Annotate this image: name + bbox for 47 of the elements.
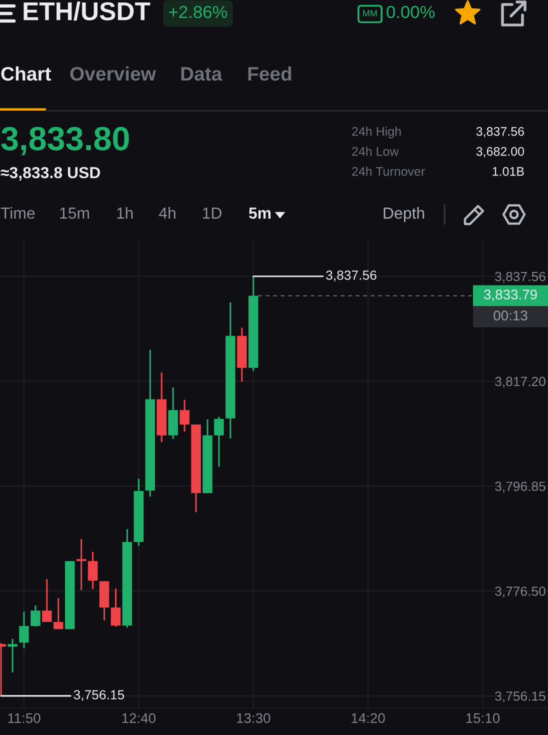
text: Overview [70, 66, 156, 81]
text: 24h Turnover [352, 166, 425, 176]
candlestick [110, 588, 121, 628]
text: Feed [248, 66, 292, 81]
text: 3,682.00 [476, 147, 524, 158]
y-tick-label: 3,796.85 [495, 482, 546, 493]
candlestick [88, 551, 98, 590]
candlestick [54, 597, 64, 630]
text: 1h [117, 207, 133, 219]
x-tick-label: 12:40 [122, 713, 156, 724]
text: Depth [384, 207, 424, 222]
text: 5m [248, 208, 271, 219]
candlestick [30, 604, 40, 628]
annotation: 00:13 [494, 310, 528, 320]
y-tick-label: 3,756.15 [495, 691, 546, 702]
text: Data [181, 67, 222, 81]
annotation: 3,837.56 [326, 270, 376, 282]
text: MM [363, 10, 377, 16]
text: 1.01B [492, 167, 524, 176]
candlestick [42, 578, 52, 623]
text: +2.86% [169, 6, 228, 18]
text: 15m [60, 208, 89, 219]
candlestick [214, 416, 224, 468]
x-tick-label: 14:20 [352, 713, 385, 724]
candlestick [19, 610, 29, 649]
x-tick-label: 15:10 [466, 713, 500, 724]
text: 24h Low [352, 146, 399, 156]
x-tick-label: 13:30 [237, 713, 270, 724]
y-tick-label: 3,837.56 [495, 272, 546, 283]
y-tick-label: 3,776.50 [495, 586, 546, 598]
text: 4h [158, 207, 176, 219]
text: 24h High [352, 126, 401, 138]
annotation: 3,756.15 [74, 690, 124, 701]
text: Chart [1, 66, 52, 81]
x-tick-label: 11:50 [8, 713, 40, 724]
text: 1D [203, 208, 222, 219]
candlestick [180, 399, 190, 432]
text: 0.00% [386, 6, 435, 18]
ref-line-label: 3,833.79 [484, 290, 537, 302]
text: Time [0, 207, 35, 219]
text: 3,833.80 [1, 126, 129, 156]
candlestick [76, 538, 86, 591]
text: 3,837.56 [476, 127, 524, 138]
text: ≈3,833.8 USD [0, 166, 100, 181]
y-tick-label: 3,817.20 [495, 376, 546, 388]
chart-title: ETH/USDT [24, 2, 150, 21]
candlestick [8, 638, 18, 674]
